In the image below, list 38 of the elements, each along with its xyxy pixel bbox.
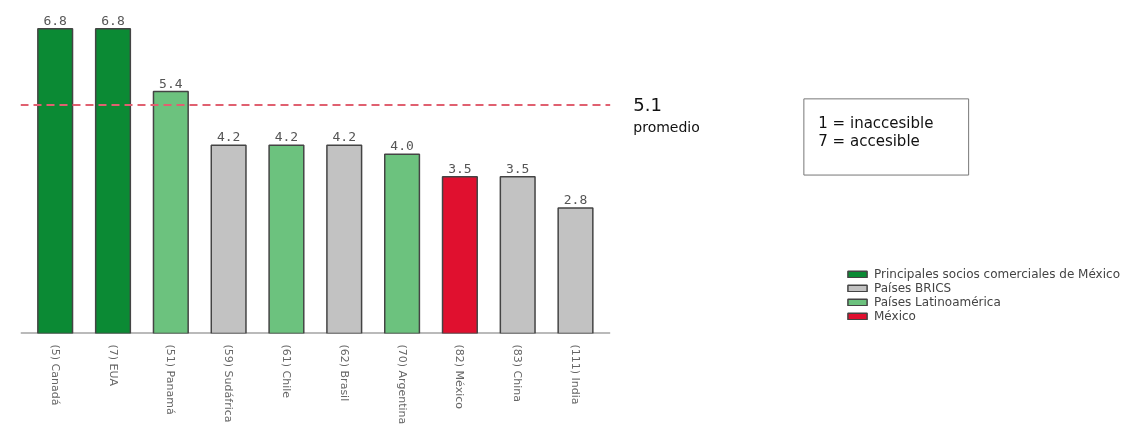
x-tick-label: (7) EUA xyxy=(106,344,120,387)
bar xyxy=(326,144,363,334)
data-label: 4.0 xyxy=(390,138,414,154)
data-label: 4.2 xyxy=(274,129,299,145)
bar xyxy=(383,153,421,334)
bar xyxy=(210,144,247,334)
legend-label: Principales socios comerciales de México xyxy=(874,267,1120,281)
bar xyxy=(268,144,305,334)
x-tick-label: (61) Chile xyxy=(279,344,293,399)
text: promedio xyxy=(633,118,700,135)
x-tick-label: (111) India xyxy=(569,344,582,405)
x-tick-label: (82) México xyxy=(453,344,467,410)
x-tick-label: (5) Canadá xyxy=(48,344,62,406)
ref-line-label: 5.1 xyxy=(633,94,662,116)
bar xyxy=(499,175,536,334)
legend-label: Países Latinoamérica xyxy=(874,295,1001,309)
x-tick-label: (51) Panamá xyxy=(164,344,178,415)
x-tick-label: (59) Sudáfrica xyxy=(222,344,236,423)
legend-label: Países BRICS xyxy=(874,281,952,295)
bar xyxy=(152,90,189,334)
data-label: 2.8 xyxy=(563,192,588,208)
x-tick-label: (70) Argentina xyxy=(395,344,409,425)
data-label: 3.5 xyxy=(448,160,472,176)
bar xyxy=(94,28,132,334)
text: 1 = inaccesible xyxy=(818,114,934,133)
data-label: 4.2 xyxy=(332,129,356,145)
text: 7 = accesible xyxy=(818,132,920,151)
data-label: 3.5 xyxy=(505,160,530,176)
bar xyxy=(37,28,74,334)
x-tick-label: (83) China xyxy=(511,344,525,402)
data-label: 5.4 xyxy=(159,75,183,91)
bar xyxy=(441,175,478,334)
data-label: 6.8 xyxy=(101,12,125,28)
x-tick-label: (62) Brasil xyxy=(337,344,351,402)
legend-label: México xyxy=(874,309,916,323)
data-label: 6.8 xyxy=(43,12,67,28)
data-label: 4.2 xyxy=(216,129,241,145)
bar xyxy=(557,207,594,334)
